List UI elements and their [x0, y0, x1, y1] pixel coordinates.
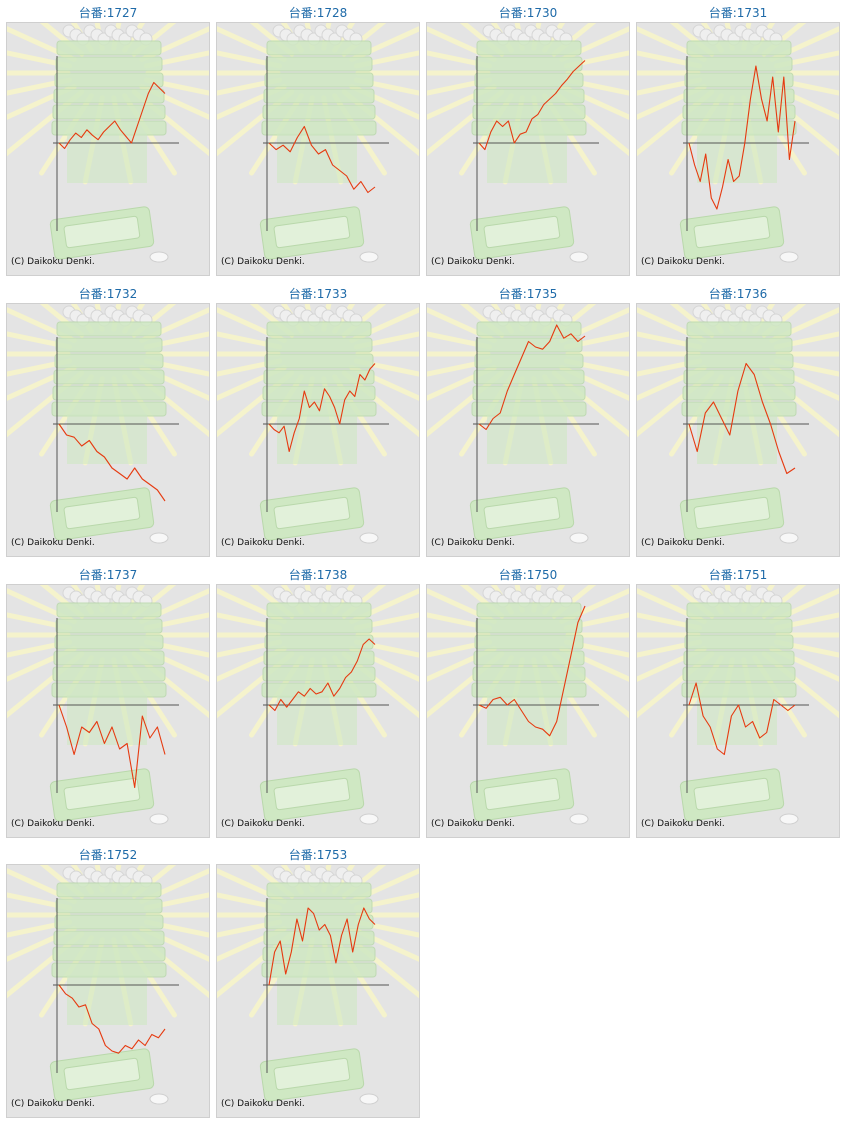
- watermark-graphic: [637, 304, 839, 544]
- machine-number-label[interactable]: 台番:1751: [708, 568, 768, 582]
- slump-graph: (C) Daikoku Denki.: [6, 303, 210, 557]
- copyright-text: (C) Daikoku Denki.: [221, 819, 305, 829]
- graph-svg: [637, 585, 839, 825]
- slump-graph: (C) Daikoku Denki.: [636, 584, 840, 838]
- graph-card: 台番:1752 (C) Daikoku Denki.: [6, 842, 210, 1120]
- watermark-graphic: [7, 304, 209, 544]
- slump-graph: (C) Daikoku Denki.: [426, 584, 630, 838]
- machine-number-label[interactable]: 台番:1753: [288, 848, 348, 862]
- copyright-text: (C) Daikoku Denki.: [11, 1099, 95, 1109]
- machine-number-label[interactable]: 台番:1732: [78, 287, 138, 301]
- graph-svg: [7, 865, 209, 1105]
- slump-line: [478, 324, 586, 431]
- graph-card: 台番:1737 (C) Daikoku Denki.: [6, 562, 210, 840]
- slump-line: [688, 682, 796, 756]
- slump-graph: (C) Daikoku Denki.: [6, 584, 210, 838]
- copyright-text: (C) Daikoku Denki.: [641, 538, 725, 548]
- watermark-graphic: [427, 585, 629, 825]
- slump-graph: (C) Daikoku Denki.: [426, 22, 630, 276]
- machine-number-label[interactable]: 台番:1730: [498, 6, 558, 20]
- slump-graph: (C) Daikoku Denki.: [6, 22, 210, 276]
- graph-svg: [217, 304, 419, 544]
- slump-graph: (C) Daikoku Denki.: [426, 303, 630, 557]
- slump-line: [58, 704, 166, 789]
- slump-line: [688, 362, 796, 475]
- slump-line: [268, 363, 376, 453]
- copyright-text: (C) Daikoku Denki.: [641, 257, 725, 267]
- graph-card: 台番:1738 (C) Daikoku Denki.: [216, 562, 420, 840]
- machine-number-label[interactable]: 台番:1750: [498, 568, 558, 582]
- machine-number-label[interactable]: 台番:1733: [288, 287, 348, 301]
- slump-graph: (C) Daikoku Denki.: [636, 303, 840, 557]
- graph-card: 台番:1731 (C) Daikoku Denki.: [636, 0, 840, 278]
- graph-svg: [427, 304, 629, 544]
- machine-number-label[interactable]: 台番:1728: [288, 6, 348, 20]
- slump-line: [58, 81, 166, 150]
- watermark-graphic: [217, 23, 419, 263]
- slump-graph: (C) Daikoku Denki.: [216, 303, 420, 557]
- slump-graph: (C) Daikoku Denki.: [216, 584, 420, 838]
- graph-svg: [7, 23, 209, 263]
- graph-card: 台番:1728 (C) Daikoku Denki.: [216, 0, 420, 278]
- machine-number-label[interactable]: 台番:1737: [78, 568, 138, 582]
- graph-svg: [217, 585, 419, 825]
- copyright-text: (C) Daikoku Denki.: [221, 257, 305, 267]
- graph-svg: [427, 23, 629, 263]
- slump-line: [478, 605, 586, 737]
- slump-graph: (C) Daikoku Denki.: [636, 22, 840, 276]
- graph-card: 台番:1730 (C) Daikoku Denki.: [426, 0, 630, 278]
- copyright-text: (C) Daikoku Denki.: [641, 819, 725, 829]
- copyright-text: (C) Daikoku Denki.: [11, 819, 95, 829]
- watermark-graphic: [427, 304, 629, 544]
- machine-number-label[interactable]: 台番:1738: [288, 568, 348, 582]
- slump-graph: (C) Daikoku Denki.: [6, 864, 210, 1118]
- slump-line: [268, 125, 376, 194]
- machine-number-label[interactable]: 台番:1736: [708, 287, 768, 301]
- slump-line: [58, 423, 166, 502]
- watermark-graphic: [217, 865, 419, 1105]
- graph-svg: [217, 23, 419, 263]
- slump-line: [268, 907, 376, 986]
- machine-number-label[interactable]: 台番:1731: [708, 6, 768, 20]
- graph-svg: [217, 865, 419, 1105]
- graph-card: 台番:1753 (C) Daikoku Denki.: [216, 842, 420, 1120]
- watermark-graphic: [7, 865, 209, 1105]
- machine-number-label[interactable]: 台番:1727: [78, 6, 138, 20]
- copyright-text: (C) Daikoku Denki.: [11, 538, 95, 548]
- machine-number-label[interactable]: 台番:1752: [78, 848, 138, 862]
- graph-card: 台番:1727 (C) Daikoku Denki.: [6, 0, 210, 278]
- graph-svg: [637, 23, 839, 263]
- copyright-text: (C) Daikoku Denki.: [431, 257, 515, 267]
- slump-graph: (C) Daikoku Denki.: [216, 864, 420, 1118]
- graph-svg: [7, 304, 209, 544]
- graph-svg: [637, 304, 839, 544]
- graph-svg: [7, 585, 209, 825]
- copyright-text: (C) Daikoku Denki.: [221, 538, 305, 548]
- slump-line: [268, 638, 376, 712]
- graph-card: 台番:1751 (C) Daikoku Denki.: [636, 562, 840, 840]
- graph-card: 台番:1750 (C) Daikoku Denki.: [426, 562, 630, 840]
- copyright-text: (C) Daikoku Denki.: [431, 538, 515, 548]
- copyright-text: (C) Daikoku Denki.: [221, 1099, 305, 1109]
- machine-number-label[interactable]: 台番:1735: [498, 287, 558, 301]
- graph-card: 台番:1733 (C) Daikoku Denki.: [216, 281, 420, 559]
- copyright-text: (C) Daikoku Denki.: [431, 819, 515, 829]
- graph-card: 台番:1736 (C) Daikoku Denki.: [636, 281, 840, 559]
- slump-line: [688, 65, 796, 210]
- slump-line: [478, 60, 586, 151]
- watermark-graphic: [637, 585, 839, 825]
- watermark-graphic: [637, 23, 839, 263]
- slump-graph: (C) Daikoku Denki.: [216, 22, 420, 276]
- watermark-graphic: [7, 23, 209, 263]
- graph-card: 台番:1732 (C) Daikoku Denki.: [6, 281, 210, 559]
- watermark-graphic: [427, 23, 629, 263]
- slump-line: [58, 984, 166, 1054]
- graph-card: 台番:1735 (C) Daikoku Denki.: [426, 281, 630, 559]
- graph-svg: [427, 585, 629, 825]
- copyright-text: (C) Daikoku Denki.: [11, 257, 95, 267]
